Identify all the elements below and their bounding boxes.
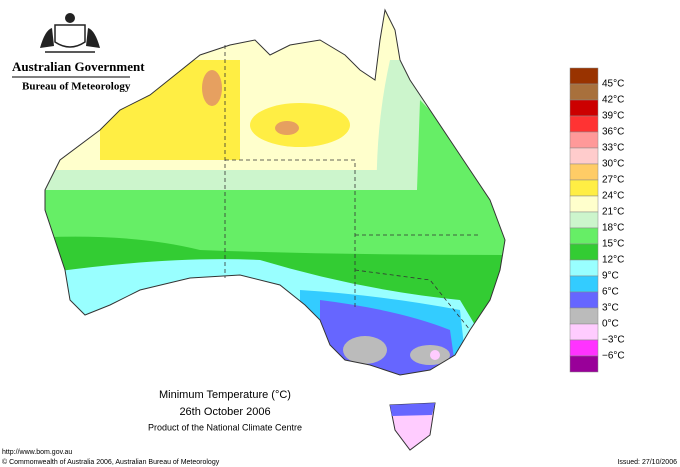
legend-swatch bbox=[569, 307, 599, 325]
legend-swatch bbox=[569, 163, 599, 181]
tasmania-north bbox=[390, 403, 435, 416]
state-borders bbox=[224, 45, 480, 331]
legend-label: 42°C bbox=[602, 95, 624, 106]
legend-swatch bbox=[569, 243, 599, 261]
coastline bbox=[44, 8, 506, 376]
legend-swatch bbox=[569, 323, 599, 341]
legend-swatch bbox=[569, 83, 599, 101]
crest bbox=[40, 13, 100, 53]
legend-swatch bbox=[569, 291, 599, 309]
legend-label: −6°C bbox=[602, 351, 625, 362]
legend-swatch bbox=[569, 99, 599, 117]
legend-label: 6°C bbox=[602, 287, 619, 298]
legend-label: 21°C bbox=[602, 207, 624, 218]
map-title: Minimum Temperature (°C) bbox=[159, 389, 291, 401]
legend-label: 30°C bbox=[602, 159, 624, 170]
footer-copyright: © Commonwealth of Australia 2006, Austra… bbox=[2, 458, 220, 466]
legend-label: 27°C bbox=[602, 175, 624, 186]
legend-swatch bbox=[569, 227, 599, 245]
legend-swatch bbox=[569, 179, 599, 197]
map-product: Product of the National Climate Centre bbox=[148, 422, 302, 432]
footer-url: http://www.bom.gov.au bbox=[2, 449, 72, 456]
legend-swatch bbox=[569, 131, 599, 149]
footer-issued: Issued: 27/10/2006 bbox=[617, 459, 677, 466]
legend-label: 33°C bbox=[602, 143, 624, 154]
legend-swatch bbox=[569, 259, 599, 277]
legend-label: 39°C bbox=[602, 111, 624, 122]
legend-swatch bbox=[569, 195, 599, 213]
legend-label: 45°C bbox=[602, 79, 624, 90]
legend-label: 15°C bbox=[602, 239, 624, 250]
legend-swatch bbox=[569, 115, 599, 133]
legend-label: 3°C bbox=[602, 303, 619, 314]
legend-label: 36°C bbox=[602, 127, 624, 138]
legend-label: 24°C bbox=[602, 191, 624, 202]
legend-swatch bbox=[569, 355, 599, 373]
legend-label: 0°C bbox=[602, 319, 619, 330]
legend-swatch bbox=[569, 211, 599, 229]
agency: Bureau of Meteorology bbox=[22, 81, 131, 93]
legend-label: 12°C bbox=[602, 255, 624, 266]
government: Australian Government bbox=[12, 59, 145, 74]
legend-label: −3°C bbox=[602, 335, 625, 346]
legend-label: 9°C bbox=[602, 271, 619, 282]
legend: 45°C 42°C 39°C 36°C 33°C 30°C 27°C 24°C 21°C 18°C… bbox=[569, 67, 625, 373]
map-date: 26th October 2006 bbox=[179, 406, 270, 418]
legend-label: 18°C bbox=[602, 223, 624, 234]
legend-swatch bbox=[569, 275, 599, 293]
legend-swatch bbox=[569, 67, 599, 85]
legend-swatch bbox=[569, 339, 599, 357]
legend-swatch bbox=[569, 147, 599, 165]
